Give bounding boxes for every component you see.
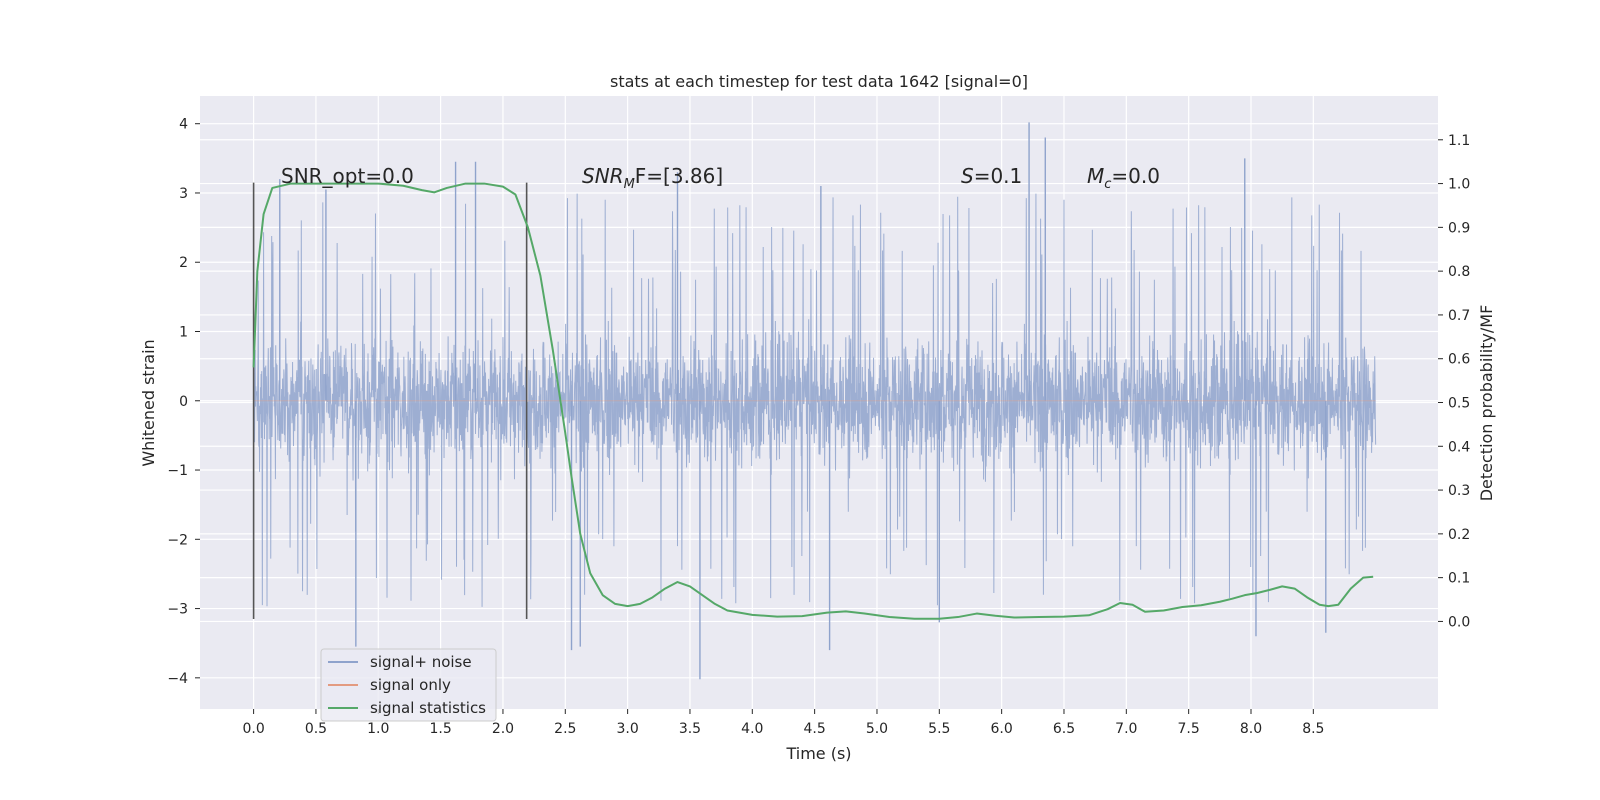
x-tick-label: 0.0: [242, 721, 264, 737]
x-tick-label: 4.0: [741, 721, 763, 737]
y-tick-label-right: 0.9: [1448, 220, 1470, 236]
y-tick-label-left: 4: [179, 117, 188, 133]
y-tick-label-right: 1.0: [1448, 177, 1470, 193]
x-tick-label: 8.5: [1302, 721, 1324, 737]
y-tick-label-right: 0.8: [1448, 264, 1470, 280]
y-axis-label-right: Detection probability/MF: [1477, 305, 1496, 502]
x-tick-label: 0.5: [305, 721, 327, 737]
legend-label-signal-noise: signal+ noise: [370, 653, 472, 671]
y-tick-label-right: 0.7: [1448, 308, 1470, 324]
y-tick-label-left: 2: [179, 255, 188, 271]
y-tick-label-left: 3: [179, 186, 188, 202]
annotation-snr-mf-sub: M: [624, 177, 635, 192]
annotation-s: S=0.1: [961, 164, 1022, 188]
y-tick-label-right: 0.6: [1448, 352, 1470, 368]
legend-label-signal-only: signal only: [370, 676, 451, 694]
x-axis-label: Time (s): [785, 744, 851, 763]
x-tick-label: 2.0: [492, 721, 514, 737]
y-axis-label-left: Whitened strain: [139, 339, 158, 466]
annotation-snr-mf: SNRMF=[3.86]: [582, 164, 723, 192]
x-tick-label: 4.5: [804, 721, 826, 737]
noise-trace-line: [253, 193, 1377, 607]
x-tick-label: 1.5: [429, 721, 451, 737]
tick-labels: 0.0 0.5 1.0 1.5 2.0 2.5 3.0 3.5 4.0 4.5 5.0 5.5 6.0 6…: [167, 117, 1470, 737]
x-tick-label: 7.0: [1115, 721, 1137, 737]
x-tick-label: 6.0: [991, 721, 1013, 737]
y-tick-label-right: 0.5: [1448, 396, 1470, 412]
signal-statistics-line: [252, 182, 1374, 620]
legend-label-signal-statistics: signal statistics: [370, 699, 486, 717]
legend-box: [320, 648, 497, 722]
x-tick-label: 6.5: [1053, 721, 1075, 737]
legend: signal+ noise signal only signal statist…: [320, 648, 497, 722]
annotation-mc: Mc=0.0: [1087, 164, 1160, 192]
chart-title: stats at each timestep for test data 164…: [610, 72, 1028, 91]
window-markers: [252, 182, 528, 619]
annotation-snr-mf-rest: F=[3.86]: [635, 164, 723, 188]
y-tick-label-left: 1: [179, 325, 188, 341]
annotation-s-rest: =0.1: [974, 164, 1023, 188]
x-tick-label: 3.5: [679, 721, 701, 737]
annotation-mc-base: M: [1087, 164, 1104, 188]
y-tick-label-right: 0.2: [1448, 527, 1470, 543]
annotation-s-var: S: [961, 164, 974, 188]
signal-noise-trace: [253, 122, 1377, 680]
y-tick-label-right: 0.1: [1448, 571, 1470, 587]
y-tick-label-right: 0.4: [1448, 439, 1470, 455]
y-tick-label-left: −3: [167, 602, 188, 618]
annotation-snr-opt: SNR_opt=0.0: [281, 164, 414, 188]
y-tick-label-right: 1.1: [1448, 133, 1470, 149]
x-tick-label: 8.0: [1240, 721, 1262, 737]
y-tick-label-right: 0.0: [1448, 614, 1470, 630]
signal-statistics-layer: [252, 182, 1374, 620]
x-tick-label: 5.5: [928, 721, 950, 737]
y-tick-label-left: −2: [167, 532, 188, 548]
y-tick-label-right: 0.3: [1448, 483, 1470, 499]
annotation-mc-rest: =0.0: [1111, 164, 1160, 188]
x-tick-label: 7.5: [1178, 721, 1200, 737]
x-tick-label: 5.0: [866, 721, 888, 737]
x-tick-label: 2.5: [554, 721, 576, 737]
y-tick-label-left: −1: [167, 463, 188, 479]
x-tick-label: 3.0: [616, 721, 638, 737]
x-tick-label: 1.0: [367, 721, 389, 737]
annotation-snr-mf-base: SNR: [582, 164, 624, 188]
y-tick-label-left: 0: [179, 394, 188, 410]
y-tick-label-left: −4: [167, 671, 188, 687]
annotation-mc-sub: c: [1104, 177, 1111, 192]
